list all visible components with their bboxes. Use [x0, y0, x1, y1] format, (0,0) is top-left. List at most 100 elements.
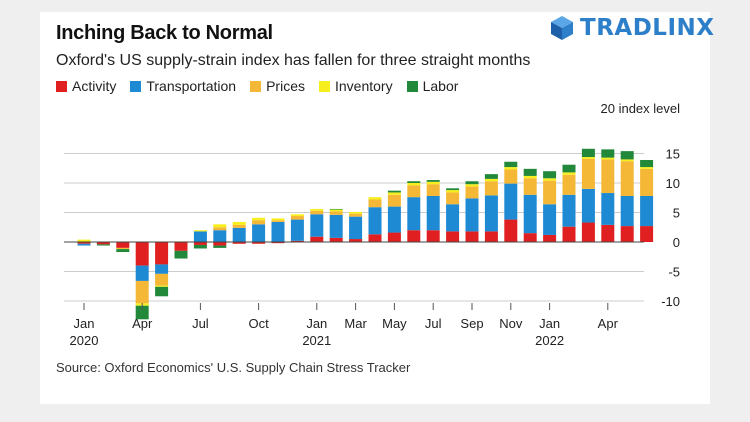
bar-segment-activity [213, 242, 227, 246]
bar-segment-labor [523, 168, 537, 176]
bar-segment-inventory [523, 175, 537, 179]
bar-segment-labor [426, 180, 440, 182]
bar-segment-activity [446, 231, 460, 242]
bar-segment-transportation [387, 206, 401, 233]
bar-segment-activity [193, 242, 207, 245]
bar-segment-transportation [271, 221, 285, 242]
bar-segment-activity [581, 222, 595, 242]
bar-segment-labor [155, 286, 169, 297]
legend-item-activity: Activity [56, 78, 116, 94]
legend-swatch-transportation [130, 80, 142, 92]
bar-segment-transportation [581, 188, 595, 223]
bar-segment-activity [349, 239, 363, 242]
x-tick-label: Nov [499, 316, 523, 331]
y-tick-label: 0 [673, 235, 680, 250]
x-tick-year-label: 2021 [302, 333, 331, 348]
bar-segment-transportation [232, 227, 246, 242]
bar-segment-transportation [562, 194, 576, 227]
bar-segment-transportation [426, 195, 440, 231]
bar-segment-labor [601, 149, 615, 158]
bar-segment-inventory [484, 178, 498, 182]
bar-segment-transportation [484, 195, 498, 232]
bar-segment-prices [601, 159, 615, 194]
bar-segment-inventory [252, 217, 266, 221]
bar-segment-activity [116, 242, 130, 248]
logo-text: TRADLINX [580, 15, 715, 41]
bar-segment-labor [581, 148, 595, 158]
bar-segment-prices [155, 273, 169, 286]
bar-segment-inventory [465, 184, 479, 187]
y-tick-label: 5 [673, 206, 680, 221]
bar-segment-transportation [601, 193, 615, 225]
bar-segment-activity [601, 224, 615, 242]
bar-segment-labor [446, 188, 460, 191]
bar-segment-transportation [213, 230, 227, 242]
bar-segment-inventory [640, 167, 654, 169]
x-tick-label: Jan [539, 316, 560, 331]
x-tick-label: Sep [460, 316, 483, 331]
x-tick-label: Jan [74, 316, 95, 331]
y-tick-label: 15 [666, 147, 680, 162]
bar-segment-transportation [523, 194, 537, 234]
bar-segment-activity [232, 242, 246, 244]
bar-segment-transportation [310, 214, 324, 237]
bar-segment-prices [504, 169, 518, 184]
bar-segment-prices [465, 186, 479, 199]
bar-segment-transportation [504, 183, 518, 220]
bar-segment-activity [290, 240, 304, 242]
bar-segment-inventory [368, 197, 382, 200]
x-tick-year-label: 2020 [70, 333, 99, 348]
bar-segment-inventory [310, 208, 324, 211]
bar-segment-inventory [504, 167, 518, 170]
y-tick-label: 10 [666, 176, 680, 191]
bar-segment-prices [310, 210, 324, 215]
bar-segment-transportation [640, 195, 654, 227]
bar-segment-transportation [620, 195, 634, 227]
x-tick-label: Jan [306, 316, 327, 331]
x-tick-label: Mar [344, 316, 367, 331]
legend-label-labor: Labor [422, 78, 459, 94]
legend-label-inventory: Inventory [335, 78, 393, 94]
bar-segment-prices [252, 220, 266, 225]
legend-label-transportation: Transportation [146, 78, 237, 94]
bar-segment-labor [640, 159, 654, 168]
bar-segment-transportation [349, 216, 363, 240]
bar-segment-prices [349, 213, 363, 217]
bar-segment-prices [213, 227, 227, 231]
bar-segment-transportation [407, 197, 421, 231]
stacked-bar-chart: 15 10 5 0 -5 -10 20 index level Jan 2020 Apr Jul Oc… [64, 101, 680, 348]
bar-segment-inventory [446, 190, 460, 193]
bar-segment-transportation [329, 214, 343, 238]
bar-segment-prices [484, 181, 498, 196]
bar-segment-labor [504, 161, 518, 168]
bar-segment-prices [581, 158, 595, 189]
bar-segment-prices [562, 174, 576, 195]
bar-segment-activity [77, 242, 91, 244]
bar-segment-prices [446, 192, 460, 205]
bar-segment-prices [232, 224, 246, 228]
bar-segment-activity [484, 231, 498, 242]
bar-segment-inventory [193, 230, 207, 232]
x-tick-label: Jul [425, 316, 442, 331]
legend-item-labor: Labor [406, 78, 459, 94]
bar-segment-activity [387, 232, 401, 242]
chart-subtitle: Oxford's US supply-strain index has fall… [56, 52, 531, 69]
bar-segment-transportation [252, 224, 266, 242]
bar-segment-activity [620, 226, 634, 242]
bar-segment-labor [465, 181, 479, 185]
bar-segment-prices [407, 185, 421, 198]
bar-segment-labor [135, 305, 149, 320]
x-tick-label: Jul [192, 316, 209, 331]
bar-segment-inventory [581, 157, 595, 159]
legend-swatch-labor [406, 80, 418, 92]
bar-segment-transportation [193, 231, 207, 242]
bar-segment-inventory [329, 209, 343, 212]
bar-segment-prices [271, 220, 285, 222]
bar-segment-transportation [446, 204, 460, 232]
bar-segment-labor [96, 244, 110, 246]
bar-segment-inventory [387, 192, 401, 195]
bar-segment-activity [155, 242, 169, 265]
legend-item-prices: Prices [250, 78, 305, 94]
bar-segment-labor [174, 250, 188, 259]
chart-title: Inching Back to Normal [56, 22, 273, 44]
